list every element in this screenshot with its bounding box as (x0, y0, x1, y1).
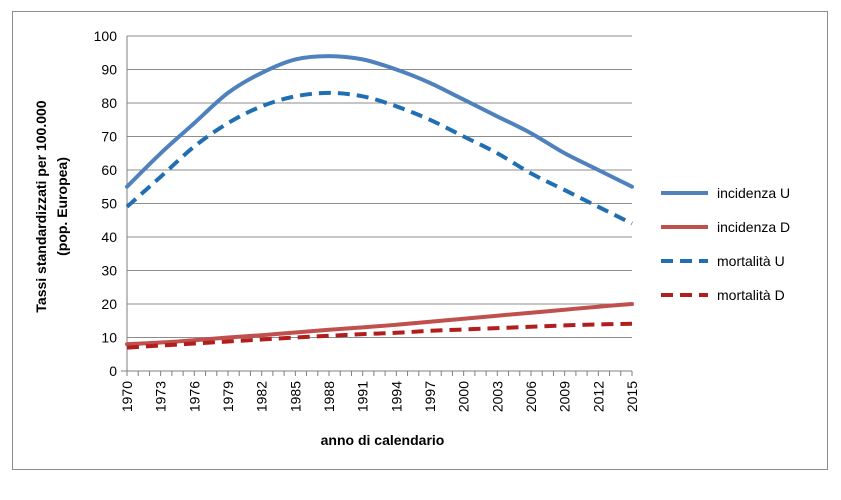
y-tick-label: 80 (101, 95, 117, 111)
x-tick-label: 2000 (456, 381, 472, 412)
x-tick-label: 2006 (523, 381, 539, 412)
y-tick-label: 0 (109, 363, 117, 379)
series-lines (125, 54, 634, 350)
legend-label-3: mortalità D (717, 287, 785, 303)
series-line-0 (125, 54, 634, 189)
series-line-2 (125, 90, 633, 226)
x-tick-label: 2015 (624, 381, 640, 412)
y-tick-label: 70 (101, 129, 117, 145)
x-tick-label: 1973 (153, 381, 169, 412)
x-tick-label: 1970 (119, 381, 135, 412)
y-tick-label: 10 (101, 330, 117, 346)
y-axis-title-line-1: Tassi standardizzati per 100.000 (33, 100, 49, 312)
gridlines (121, 35, 632, 372)
x-tick-label: 1988 (321, 381, 337, 412)
y-axis-ticks: 0 10 20 30 40 50 60 70 80 90 100 (94, 28, 118, 379)
chart-frame (12, 11, 828, 470)
x-tick-label: 2003 (489, 381, 505, 412)
y-axis-title-line-2: (pop. Europea) (54, 157, 70, 256)
y-tick-label: 100 (94, 28, 118, 44)
x-tick-label: 1997 (422, 381, 438, 412)
x-axis-title: anno di calendario (321, 432, 445, 448)
y-tick-label: 20 (101, 296, 117, 312)
legend: incidenza U incidenza D mortalità U mortali… (661, 185, 790, 303)
x-tick-label: 1991 (355, 381, 371, 412)
x-tick-label: 1976 (186, 381, 202, 412)
x-tick-label: 2012 (590, 381, 606, 412)
y-tick-label: 50 (101, 196, 117, 212)
legend-label-1: incidenza D (717, 219, 790, 235)
x-axis-ticks: 1970 1973 1976 1979 1982 1985 1988 1991 1994 1997… (119, 371, 640, 412)
y-tick-label: 30 (101, 263, 117, 279)
x-tick-label: 1982 (254, 381, 270, 412)
legend-label-2: mortalità U (717, 253, 785, 269)
x-tick-label: 1979 (220, 381, 236, 412)
x-tick-label: 1985 (287, 381, 303, 412)
series-line-1 (125, 302, 634, 347)
legend-label-0: incidenza U (717, 185, 790, 201)
y-tick-label: 40 (101, 229, 117, 245)
x-tick-label: 1994 (388, 381, 404, 412)
y-tick-label: 90 (101, 62, 117, 78)
y-tick-label: 60 (101, 162, 117, 178)
x-tick-label: 2009 (557, 381, 573, 412)
series-line-3 (126, 321, 633, 350)
